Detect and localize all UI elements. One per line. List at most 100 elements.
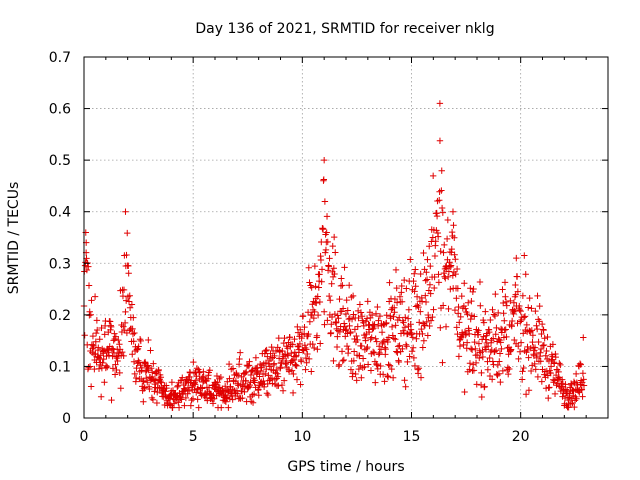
data-point <box>519 292 527 299</box>
data-point <box>369 348 377 356</box>
data-point <box>343 342 351 350</box>
data-point <box>91 293 99 300</box>
data-point <box>376 312 384 320</box>
data-point <box>285 368 293 375</box>
data-point <box>440 269 448 277</box>
data-point <box>325 263 333 270</box>
data-point <box>107 323 115 331</box>
data-point <box>358 374 365 381</box>
data-point <box>379 371 387 378</box>
data-point <box>404 315 412 322</box>
data-point <box>429 313 436 321</box>
data-point <box>507 346 515 353</box>
data-point <box>438 167 445 174</box>
data-point <box>580 376 587 383</box>
data-point <box>391 295 399 303</box>
data-point <box>328 280 335 288</box>
data-point <box>192 377 200 384</box>
data-point <box>90 343 97 351</box>
data-point <box>401 276 408 284</box>
data-point <box>396 342 403 349</box>
data-point <box>129 351 136 358</box>
data-point <box>469 288 477 296</box>
data-point <box>358 342 365 350</box>
data-point <box>322 249 329 256</box>
data-point <box>324 317 331 324</box>
data-point <box>503 302 510 309</box>
data-point <box>497 339 504 346</box>
data-point <box>418 298 426 305</box>
data-point <box>248 367 256 374</box>
data-point <box>417 308 424 315</box>
data-point <box>378 329 386 336</box>
data-point <box>321 321 328 328</box>
data-point <box>504 364 512 371</box>
data-point <box>374 365 381 373</box>
data-point <box>386 279 393 286</box>
data-point <box>339 282 346 289</box>
data-point <box>194 396 201 403</box>
data-point <box>528 305 535 312</box>
data-point <box>447 285 454 293</box>
data-point <box>471 313 478 320</box>
data-point <box>179 374 186 381</box>
data-point <box>476 354 483 362</box>
data-point <box>401 324 409 331</box>
data-point <box>513 273 521 280</box>
data-point <box>191 381 199 388</box>
data-point <box>467 315 474 323</box>
data-point <box>193 389 200 396</box>
data-point <box>551 377 558 384</box>
data-point <box>125 298 133 305</box>
data-point <box>373 360 380 368</box>
data-point <box>453 324 460 331</box>
data-point <box>255 392 262 399</box>
data-point <box>305 264 312 271</box>
data-point <box>491 312 499 320</box>
data-point <box>461 279 468 287</box>
data-point <box>437 248 444 255</box>
data-point <box>438 187 445 194</box>
data-point <box>387 315 394 322</box>
data-point <box>485 343 492 350</box>
data-point <box>388 323 396 331</box>
data-point <box>495 309 502 317</box>
data-point <box>181 402 188 409</box>
data-point <box>393 299 401 306</box>
data-point <box>274 370 281 377</box>
data-point <box>357 309 365 316</box>
data-point <box>496 350 504 357</box>
data-point <box>536 302 543 310</box>
data-point <box>126 304 134 311</box>
data-point <box>366 321 373 329</box>
data-point <box>274 373 282 380</box>
data-point <box>95 365 103 372</box>
data-point <box>532 366 539 373</box>
data-point <box>384 338 391 346</box>
data-point <box>347 366 355 373</box>
data-point <box>424 256 431 263</box>
data-point <box>512 281 519 289</box>
y-tick-label: 0.7 <box>49 50 71 66</box>
data-point <box>293 376 301 383</box>
data-point <box>306 318 314 325</box>
data-point <box>444 273 452 281</box>
data-point <box>149 375 156 383</box>
data-point <box>325 292 333 300</box>
data-point <box>279 387 287 394</box>
data-point <box>101 331 108 338</box>
data-point <box>343 296 350 304</box>
data-point <box>439 302 447 309</box>
data-point <box>271 352 278 360</box>
data-point <box>496 358 503 365</box>
data-point <box>531 347 538 354</box>
data-point <box>177 394 184 402</box>
data-point <box>313 332 321 339</box>
data-point <box>120 286 128 294</box>
data-point <box>577 361 584 368</box>
data-point <box>362 318 370 325</box>
data-point <box>510 299 518 306</box>
data-point <box>204 397 211 404</box>
data-point <box>363 345 370 352</box>
data-point <box>423 276 431 283</box>
